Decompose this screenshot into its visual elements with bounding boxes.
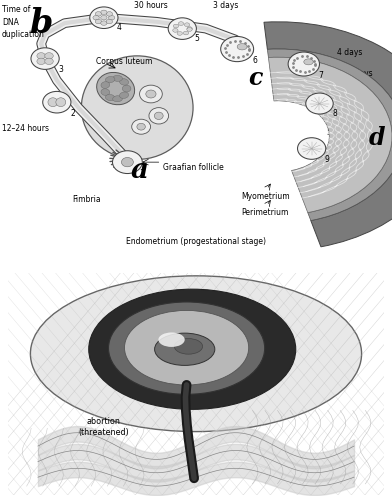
Ellipse shape xyxy=(113,150,142,174)
Ellipse shape xyxy=(173,28,178,32)
Wedge shape xyxy=(264,22,392,247)
Ellipse shape xyxy=(168,18,196,40)
Text: a: a xyxy=(130,157,148,184)
Text: 1: 1 xyxy=(139,168,143,177)
Ellipse shape xyxy=(95,12,102,16)
Ellipse shape xyxy=(149,108,169,124)
Text: 5: 5 xyxy=(195,34,200,43)
Text: b: b xyxy=(29,7,53,40)
Ellipse shape xyxy=(288,52,319,76)
Ellipse shape xyxy=(48,98,58,106)
Ellipse shape xyxy=(105,94,115,100)
Ellipse shape xyxy=(187,28,192,32)
Ellipse shape xyxy=(37,52,45,59)
Ellipse shape xyxy=(45,52,53,59)
Ellipse shape xyxy=(158,332,185,347)
Ellipse shape xyxy=(106,20,113,24)
Ellipse shape xyxy=(177,32,182,36)
Text: 4 days: 4 days xyxy=(337,48,363,56)
Ellipse shape xyxy=(43,92,71,113)
Text: 4: 4 xyxy=(116,22,121,32)
Ellipse shape xyxy=(137,124,145,130)
Ellipse shape xyxy=(132,119,151,134)
Ellipse shape xyxy=(146,90,156,98)
Ellipse shape xyxy=(89,289,296,410)
Ellipse shape xyxy=(45,58,53,64)
Ellipse shape xyxy=(101,88,110,96)
Ellipse shape xyxy=(173,24,179,28)
Text: duplication: duplication xyxy=(2,30,45,39)
Text: 4½–5 days: 4½–5 days xyxy=(331,70,373,78)
Ellipse shape xyxy=(306,93,333,114)
Text: Endometrium (progestational stage): Endometrium (progestational stage) xyxy=(126,237,266,246)
Ellipse shape xyxy=(93,16,99,20)
Text: 9: 9 xyxy=(325,155,330,164)
Ellipse shape xyxy=(101,10,107,14)
Ellipse shape xyxy=(90,7,118,28)
Text: 8: 8 xyxy=(332,110,337,118)
Text: Corpus luteum: Corpus luteum xyxy=(96,57,152,66)
Ellipse shape xyxy=(106,12,113,16)
Ellipse shape xyxy=(113,96,122,102)
Ellipse shape xyxy=(109,302,265,394)
Ellipse shape xyxy=(109,16,115,20)
Ellipse shape xyxy=(97,72,134,104)
Ellipse shape xyxy=(140,85,162,103)
Text: 6: 6 xyxy=(253,56,258,65)
Ellipse shape xyxy=(237,44,247,50)
Text: Fimbria: Fimbria xyxy=(73,195,101,204)
Ellipse shape xyxy=(183,31,189,35)
Ellipse shape xyxy=(101,16,107,20)
Text: c: c xyxy=(249,66,263,90)
Text: Perimetrium: Perimetrium xyxy=(241,208,289,218)
Text: 12–24 hours: 12–24 hours xyxy=(2,124,49,133)
Ellipse shape xyxy=(221,36,254,62)
Ellipse shape xyxy=(122,158,133,167)
Ellipse shape xyxy=(113,76,122,82)
Ellipse shape xyxy=(95,20,102,24)
Text: 30 hours: 30 hours xyxy=(134,2,168,11)
Ellipse shape xyxy=(82,56,193,160)
Text: 3 days: 3 days xyxy=(213,2,238,11)
Ellipse shape xyxy=(101,21,107,25)
Ellipse shape xyxy=(178,22,184,26)
Text: Time of: Time of xyxy=(2,6,30,15)
Ellipse shape xyxy=(56,98,66,106)
Ellipse shape xyxy=(125,310,249,385)
Ellipse shape xyxy=(122,85,131,92)
Wedge shape xyxy=(267,49,392,220)
Text: DNA: DNA xyxy=(2,18,19,26)
Ellipse shape xyxy=(154,333,215,366)
Ellipse shape xyxy=(174,338,203,354)
Ellipse shape xyxy=(298,138,326,160)
Ellipse shape xyxy=(31,276,361,432)
Ellipse shape xyxy=(154,112,163,120)
Ellipse shape xyxy=(184,23,190,26)
Text: 3: 3 xyxy=(58,65,63,74)
Text: d: d xyxy=(369,126,386,150)
Text: 5½–6 days: 5½–6 days xyxy=(327,128,369,137)
Text: Myometrium: Myometrium xyxy=(241,192,290,201)
Ellipse shape xyxy=(304,59,313,65)
Ellipse shape xyxy=(31,48,59,70)
Text: Graafian follicle: Graafian follicle xyxy=(163,164,223,172)
Ellipse shape xyxy=(105,76,115,82)
Ellipse shape xyxy=(187,26,192,30)
Ellipse shape xyxy=(120,92,129,98)
Ellipse shape xyxy=(120,78,129,85)
Wedge shape xyxy=(269,57,392,212)
Text: 2: 2 xyxy=(70,108,75,118)
Ellipse shape xyxy=(37,58,45,64)
Text: 7: 7 xyxy=(319,71,323,80)
Text: abortion
(threatened): abortion (threatened) xyxy=(78,418,129,437)
Ellipse shape xyxy=(101,82,110,88)
